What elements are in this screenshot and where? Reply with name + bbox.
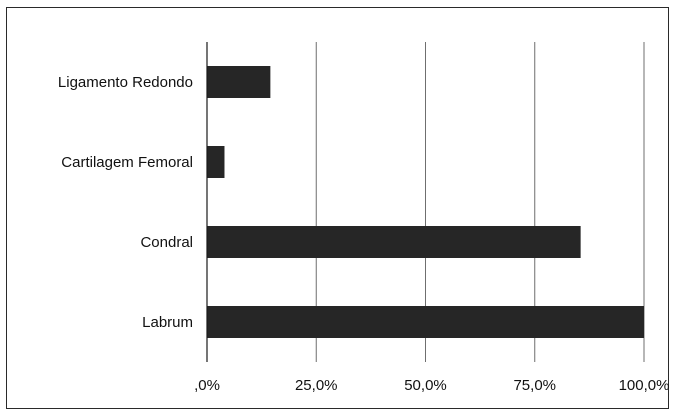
category-label-2: Condral <box>140 234 193 251</box>
bar-0 <box>207 66 271 98</box>
bar-3 <box>207 306 644 338</box>
category-label-1: Cartilagem Femoral <box>61 154 193 171</box>
chart-frame <box>6 7 669 409</box>
category-label-0: Ligamento Redondo <box>58 74 193 91</box>
category-labels: Ligamento Redondo Cartilagem Femoral Condr… <box>58 74 193 331</box>
x-tick-label-1: 25,0% <box>295 377 338 394</box>
bars <box>207 66 644 338</box>
x-tick-labels: ,0% 25,0% 50,0% 75,0% 100,0% <box>194 377 669 394</box>
x-tick-label-4: 100,0% <box>619 377 670 394</box>
bar-2 <box>207 226 581 258</box>
x-tick-label-0: ,0% <box>194 377 220 394</box>
category-label-3: Labrum <box>142 314 193 331</box>
x-tick-label-2: 50,0% <box>404 377 447 394</box>
bar-1 <box>207 146 225 178</box>
x-tick-label-3: 75,0% <box>513 377 556 394</box>
